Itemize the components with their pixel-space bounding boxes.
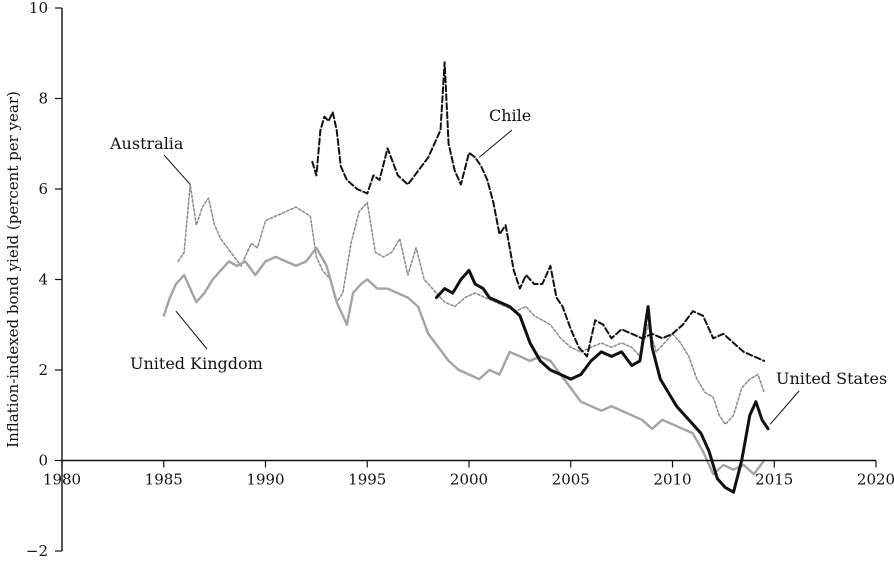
series-line-united-states: [434, 268, 770, 494]
united-states-leader-line: [769, 390, 800, 425]
y-tick-label: 6: [38, 180, 48, 198]
y-axis-title: Inflation-indexed bond yield (percent pe…: [4, 91, 22, 448]
x-tick-label: 2005: [552, 471, 590, 489]
annotation-layer: Australia Chile United Kingdom United St…: [109, 106, 887, 425]
y-tick-label: 10: [29, 0, 48, 17]
series-line-australia: [177, 183, 765, 426]
y-tick-label: 8: [38, 90, 48, 108]
australia-leader-line: [163, 154, 191, 185]
x-tick-label: 2015: [755, 471, 793, 489]
united-kingdom-label: United Kingdom: [130, 354, 263, 373]
united-kingdom-leader-line: [175, 310, 208, 350]
series-line-chile: [311, 61, 766, 362]
x-tick-label: 1985: [145, 471, 183, 489]
united-states-label: United States: [776, 369, 887, 388]
australia-label: Australia: [109, 134, 184, 153]
y-tick-label: 2: [38, 361, 48, 379]
x-tick-label: 2010: [653, 471, 691, 489]
x-tick-label: 2020: [857, 471, 894, 489]
y-tick-label: 4: [38, 271, 48, 289]
chile-leader-line: [478, 129, 513, 158]
chile-label: Chile: [489, 106, 531, 125]
y-tick-label: −2: [26, 542, 48, 560]
x-ticks: 1980 1985 1990 1995 2000 2005 2010 2015 2020: [43, 460, 894, 489]
x-tick-label: 1995: [348, 471, 386, 489]
x-tick-label: 2000: [450, 471, 488, 489]
series-line-united-kingdom: [162, 246, 766, 476]
x-tick-label: 1990: [246, 471, 284, 489]
y-tick-label: 0: [38, 452, 48, 470]
x-tick-label: 1980: [43, 471, 81, 489]
series-layer: [162, 61, 770, 494]
axes-layer: 1980 1985 1990 1995 2000 2005 2010 2015 2020 −2 0…: [26, 0, 894, 560]
y-ticks: −2 0 2 4 6 8 10: [26, 0, 62, 560]
